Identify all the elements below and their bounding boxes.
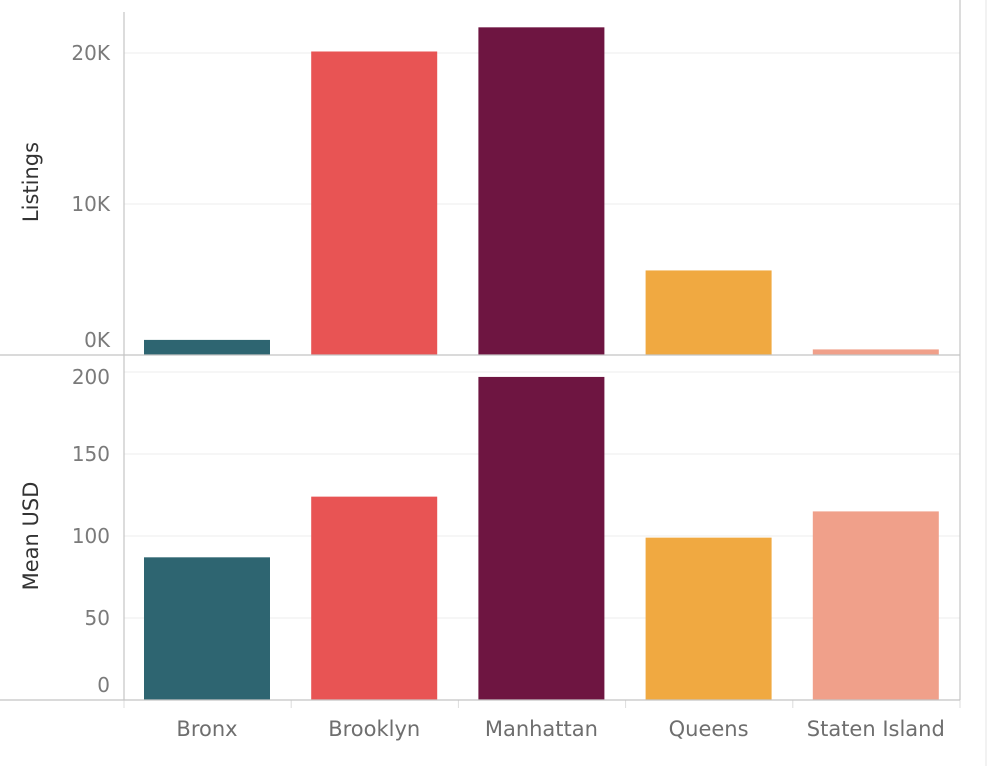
x-tick-label-manhattan: Manhattan: [485, 717, 598, 741]
listings-bar-staten-island[interactable]: [812, 349, 939, 355]
mean-usd-bar-staten-island[interactable]: [812, 511, 939, 700]
mean-usd-bar-manhattan[interactable]: [478, 376, 605, 700]
mean-usd-bar-queens[interactable]: [645, 537, 772, 700]
mean-usd-axis-label: Mean USD: [19, 482, 43, 591]
x-tick-label-brooklyn: Brooklyn: [328, 717, 420, 741]
listings-tick-label: 10K: [71, 192, 110, 216]
mean-usd-bar-brooklyn[interactable]: [311, 496, 438, 700]
x-axis: Bronx Brooklyn Manhattan Queens Staten Islan…: [123, 700, 961, 741]
mean-usd-tick-label: 200: [72, 365, 110, 389]
listings-bar-brooklyn[interactable]: [311, 51, 438, 356]
mean-usd-panel: 0 50 100 150 200 Mean USD: [19, 365, 960, 700]
mean-usd-bar-bronx[interactable]: [144, 557, 270, 700]
listings-tick-label: 0K: [84, 328, 111, 352]
listings-bar-queens[interactable]: [645, 270, 772, 355]
mean-usd-tick-label: 0: [97, 673, 110, 697]
listings-bar-manhattan[interactable]: [478, 27, 605, 356]
listings-bar-bronx[interactable]: [144, 339, 270, 355]
x-tick-label-staten-island: Staten Island: [807, 717, 945, 741]
mean-usd-tick-label: 150: [72, 442, 110, 466]
mean-usd-tick-label: 100: [72, 524, 110, 548]
listings-axis-label: Listings: [19, 142, 43, 222]
x-tick-label-bronx: Bronx: [176, 717, 237, 741]
listings-panel: 0K 10K 20K Listings: [19, 27, 960, 356]
mean-usd-tick-label: 50: [85, 606, 110, 630]
listings-tick-label: 20K: [71, 41, 110, 65]
x-tick-label-queens: Queens: [669, 717, 749, 741]
